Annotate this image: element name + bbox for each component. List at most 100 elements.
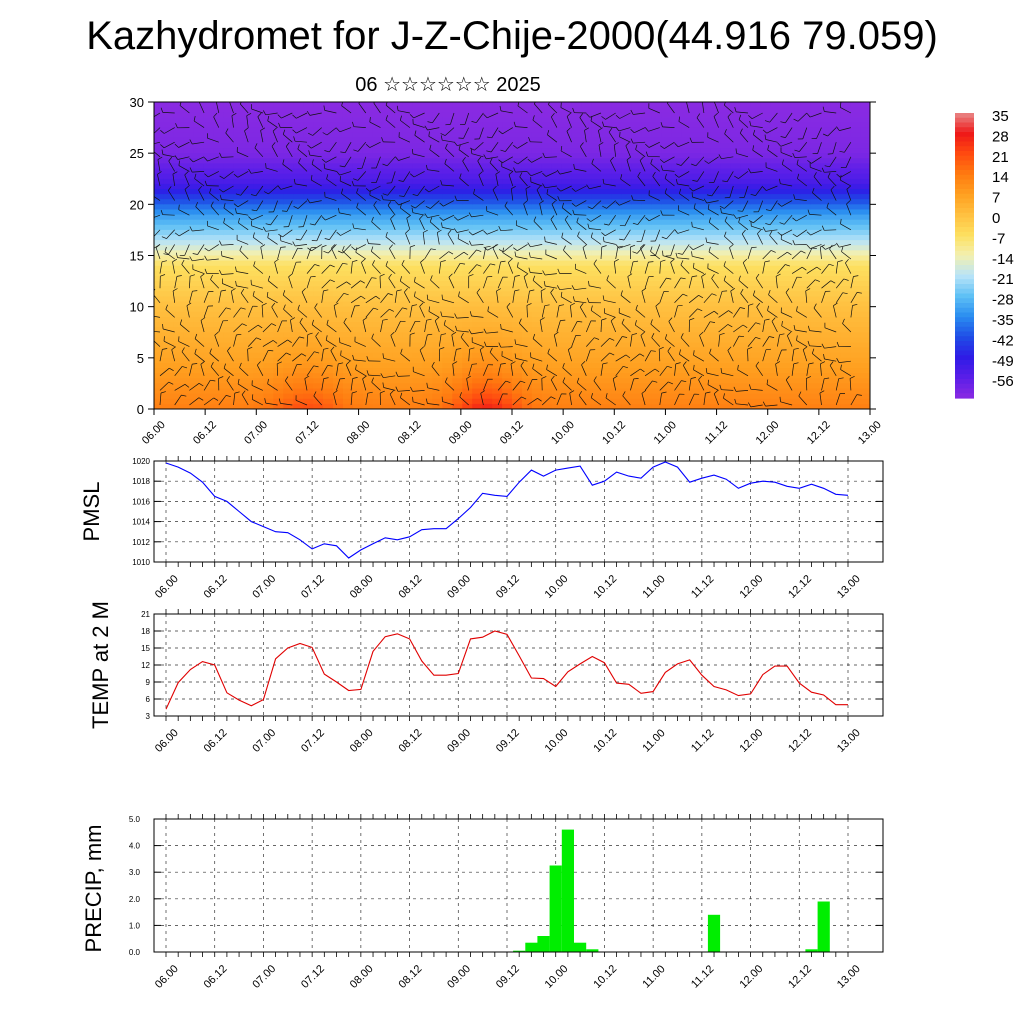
field-cell bbox=[452, 260, 463, 267]
wind-barb bbox=[341, 105, 352, 114]
field-cell bbox=[651, 199, 662, 205]
field-cell bbox=[482, 260, 493, 267]
field-cell bbox=[432, 403, 443, 409]
field-cell bbox=[492, 117, 503, 124]
wind-barb bbox=[295, 183, 308, 187]
field-cell bbox=[581, 388, 593, 395]
field-cell bbox=[382, 224, 394, 231]
wind-barb bbox=[306, 365, 314, 376]
field-cell bbox=[452, 183, 463, 190]
wind-barb bbox=[255, 185, 264, 197]
field-cell bbox=[820, 342, 831, 349]
wind-barb bbox=[192, 141, 205, 145]
field-cell bbox=[780, 260, 792, 267]
field-cell bbox=[183, 199, 195, 205]
field-cell bbox=[760, 378, 772, 385]
field-cell bbox=[671, 337, 682, 344]
field-cell bbox=[512, 255, 523, 262]
field-cell bbox=[601, 219, 613, 226]
field-cell bbox=[422, 327, 434, 333]
field-cell bbox=[333, 378, 344, 385]
field-cell bbox=[800, 342, 811, 349]
wind-barb bbox=[341, 193, 352, 201]
field-cell bbox=[243, 275, 255, 282]
field-cell bbox=[531, 296, 543, 303]
field-cell bbox=[452, 337, 463, 344]
field-cell bbox=[671, 296, 682, 303]
field-cell bbox=[253, 291, 264, 298]
field-cell bbox=[661, 255, 672, 262]
field-cell bbox=[412, 352, 424, 359]
field-cell bbox=[422, 357, 434, 364]
field-cell bbox=[830, 357, 841, 364]
wind-barb-flag bbox=[182, 366, 188, 369]
field-cell bbox=[163, 122, 175, 129]
field-cell bbox=[223, 199, 235, 205]
field-cell bbox=[521, 148, 533, 154]
field-cell bbox=[521, 362, 533, 369]
wind-barb bbox=[154, 127, 161, 134]
field-cell bbox=[452, 378, 463, 385]
field-cell bbox=[412, 337, 424, 344]
field-cell bbox=[691, 117, 702, 124]
field-cell bbox=[661, 199, 672, 205]
field-cell bbox=[303, 393, 314, 400]
field-cell bbox=[700, 337, 712, 344]
field-cell bbox=[850, 281, 861, 287]
field-cell bbox=[591, 357, 603, 364]
field-cell bbox=[303, 322, 314, 328]
wind-barb-flag bbox=[306, 111, 311, 116]
field-cell bbox=[860, 235, 870, 241]
wind-barb-flag bbox=[283, 304, 286, 310]
field-cell bbox=[372, 296, 384, 303]
field-cell bbox=[352, 102, 364, 108]
field-cell bbox=[303, 265, 314, 272]
field-cell bbox=[512, 327, 523, 333]
field-cell bbox=[860, 286, 870, 292]
field-cell bbox=[372, 322, 384, 328]
field-cell bbox=[840, 214, 851, 221]
field-cell bbox=[571, 403, 583, 409]
field-cell bbox=[790, 255, 801, 262]
field-cell bbox=[760, 229, 772, 236]
field-cell bbox=[173, 337, 185, 344]
field-cell bbox=[541, 194, 553, 200]
field-cell bbox=[392, 219, 404, 226]
wind-barb-flag bbox=[369, 117, 371, 123]
field-cell bbox=[671, 142, 682, 149]
field-cell bbox=[502, 383, 513, 390]
wind-barb-flag bbox=[297, 144, 300, 150]
field-cell bbox=[482, 347, 493, 354]
field-cell bbox=[412, 132, 424, 139]
field-cell bbox=[512, 122, 523, 129]
field-cell bbox=[412, 137, 424, 144]
field-cell bbox=[313, 132, 324, 139]
field-cell bbox=[313, 316, 324, 323]
field-cell bbox=[710, 342, 722, 349]
field-cell bbox=[531, 275, 543, 282]
field-cell bbox=[710, 158, 722, 164]
field-cell bbox=[571, 224, 583, 231]
field-cell bbox=[163, 132, 175, 139]
field-cell bbox=[661, 296, 672, 303]
wind-barb bbox=[265, 402, 278, 406]
field-cell bbox=[512, 301, 523, 308]
wind-barb-flag bbox=[260, 244, 266, 248]
field-cell bbox=[303, 388, 314, 395]
field-cell bbox=[422, 362, 434, 369]
field-cell bbox=[502, 250, 513, 257]
field-cell bbox=[253, 332, 264, 338]
field-cell bbox=[382, 357, 394, 364]
field-cell bbox=[303, 214, 314, 221]
wind-barb-flag bbox=[218, 188, 224, 193]
field-cell bbox=[213, 332, 225, 338]
field-cell bbox=[740, 137, 752, 144]
field-cell bbox=[392, 306, 404, 313]
field-cell bbox=[780, 199, 792, 205]
field-cell bbox=[661, 188, 672, 195]
field-cell bbox=[273, 199, 284, 205]
field-cell bbox=[611, 281, 622, 287]
field-cell bbox=[601, 403, 613, 409]
field-cell bbox=[810, 127, 821, 134]
field-cell bbox=[681, 173, 692, 180]
